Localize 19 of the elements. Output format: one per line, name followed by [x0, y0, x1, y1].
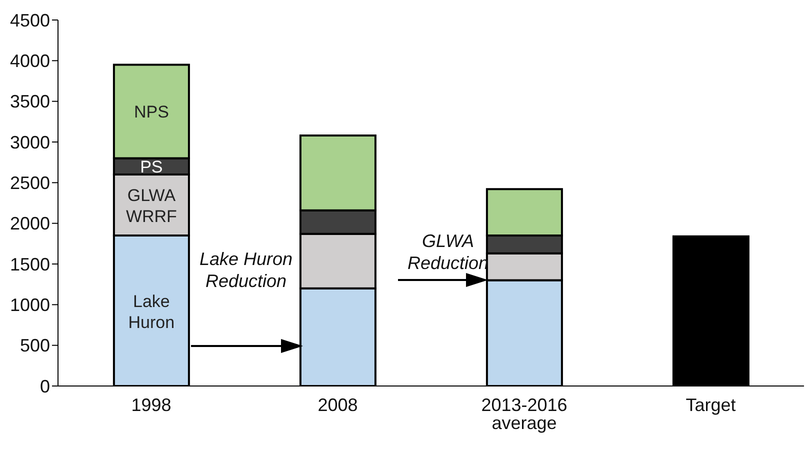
y-tick-label: 1500	[10, 254, 50, 274]
series-label: PS	[140, 156, 163, 176]
x-tick-label: 1998	[131, 394, 172, 415]
y-tick-label: 4500	[10, 10, 50, 30]
y-tick-label: 3500	[10, 92, 50, 112]
series-label: NPS	[134, 102, 169, 121]
y-tick-label: 4000	[10, 51, 50, 72]
y-tick-label: 1000	[10, 295, 50, 316]
y-tick-label: 2000	[10, 214, 50, 234]
x-tick-label: 2013-2016 average	[481, 394, 568, 433]
x-tick-label: Target	[686, 394, 736, 415]
y-tick-label: 500	[20, 336, 50, 356]
x-tick-label: 2008	[318, 394, 358, 415]
y-tick-label: 2500	[10, 173, 50, 194]
annotation: Lake Huron Reduction	[198, 248, 294, 292]
y-tick-label: 0	[40, 376, 50, 396]
y-tick-label: 3000	[10, 132, 50, 152]
series-label: GLWA WRRF	[126, 186, 177, 226]
series-label: Lake Huron	[128, 291, 175, 332]
